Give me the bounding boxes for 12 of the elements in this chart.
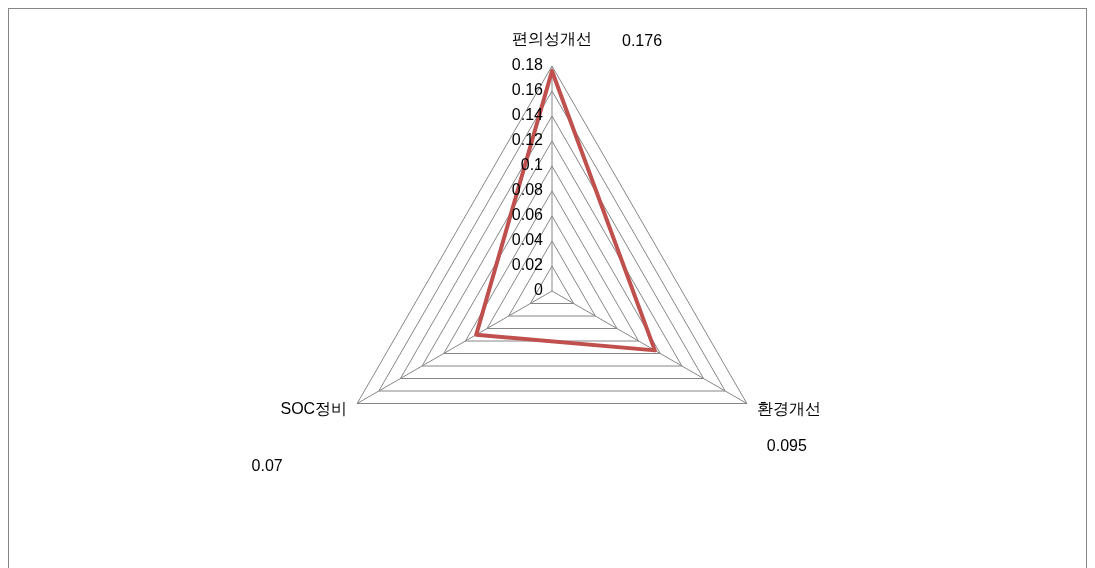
text: 0.095 xyxy=(766,436,807,454)
y-tick-label: 0.02 xyxy=(511,256,544,274)
spoke-label: 편의성개선 xyxy=(512,30,592,48)
y-tick-label: 0.16 xyxy=(511,81,544,99)
y-tick-label: 0.18 xyxy=(511,56,544,74)
text: 0.07 xyxy=(251,456,283,474)
y-tick-label: 0 xyxy=(534,281,544,299)
text: 0.176 xyxy=(622,32,663,50)
spoke-label: SOC정비 xyxy=(280,399,348,417)
y-tick-label: 0.06 xyxy=(511,206,544,224)
y-tick-label: 0.04 xyxy=(511,231,544,249)
spoke-label: 환경개선 xyxy=(756,399,821,417)
